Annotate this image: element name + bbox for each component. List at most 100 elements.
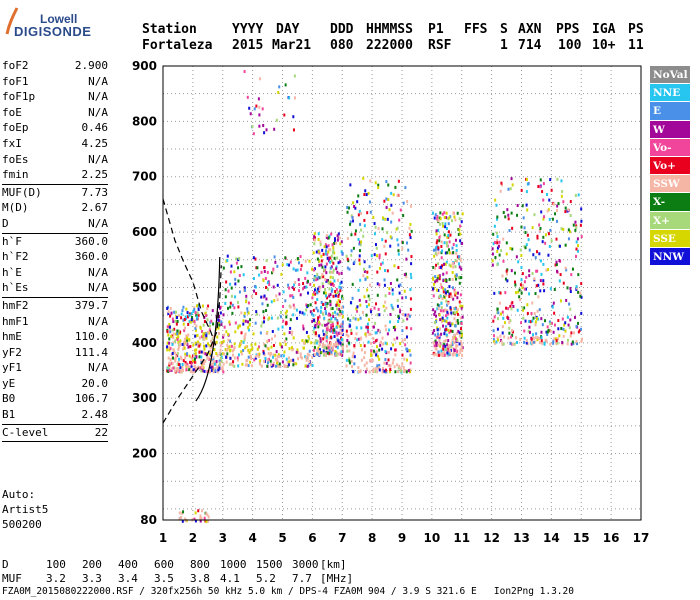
echo-point <box>354 232 357 236</box>
echo-point <box>451 277 454 281</box>
echo-point <box>370 349 373 353</box>
echo-point <box>386 217 389 221</box>
echo-point <box>199 366 202 370</box>
echo-point <box>545 233 548 237</box>
echo-point <box>405 257 408 261</box>
echo-point <box>279 342 282 346</box>
echo-point <box>188 337 191 341</box>
echo-point <box>491 263 494 267</box>
echo-point <box>229 305 232 309</box>
echo-point <box>499 189 502 193</box>
echo-point <box>178 343 181 347</box>
echo-point <box>217 332 220 336</box>
header-value-time: 222000 <box>366 38 413 53</box>
echo-point <box>288 263 291 267</box>
echo-point <box>292 267 295 271</box>
echo-point <box>363 269 366 273</box>
echo-point <box>516 340 519 344</box>
echo-point <box>234 277 237 281</box>
echo-point <box>255 292 258 296</box>
echo-point <box>455 337 458 341</box>
echo-point <box>237 353 240 357</box>
echo-point <box>170 367 173 371</box>
echo-point <box>269 359 272 363</box>
echo-point <box>508 331 511 335</box>
echo-point <box>194 360 197 364</box>
echo-point <box>295 350 298 354</box>
echo-point <box>212 360 215 364</box>
echo-point <box>337 232 340 236</box>
echo-point <box>264 344 267 348</box>
echo-point <box>531 301 534 305</box>
echo-point <box>373 306 376 310</box>
echo-point <box>558 258 561 262</box>
echo-point <box>458 265 461 269</box>
echo-point <box>299 267 302 271</box>
echo-point <box>243 338 246 342</box>
echo-point <box>436 278 439 282</box>
echo-point <box>285 357 288 361</box>
echo-point <box>360 228 363 232</box>
echo-point <box>279 364 282 368</box>
echo-point <box>176 329 179 333</box>
echo-point <box>455 251 458 255</box>
echo-point <box>247 320 250 324</box>
echo-point <box>367 294 370 298</box>
echo-point <box>454 258 457 262</box>
echo-point <box>341 326 344 330</box>
x-tick-label: 5 <box>278 531 286 545</box>
echo-point <box>359 369 362 373</box>
param-row: MUF(D) 7.73 <box>2 185 108 201</box>
echo-point <box>511 183 514 187</box>
echo-point <box>291 330 294 334</box>
echo-point <box>328 347 331 351</box>
echo-point <box>536 309 539 313</box>
echo-point <box>319 340 322 344</box>
echo-point <box>255 353 258 357</box>
echo-point <box>574 193 577 197</box>
echo-point <box>207 342 210 346</box>
echo-point <box>254 342 257 346</box>
profile-curves <box>162 198 222 424</box>
echo-point <box>454 238 457 242</box>
echo-point <box>576 342 579 346</box>
echo-point <box>268 338 271 342</box>
echo-point <box>316 309 319 313</box>
echo-point <box>440 251 443 255</box>
echo-point <box>273 334 276 338</box>
echo-point <box>444 222 447 226</box>
echo-point <box>493 291 496 295</box>
echo-point <box>206 513 209 517</box>
echo-point <box>460 343 463 347</box>
echo-point <box>175 367 178 371</box>
echo-point <box>359 344 362 348</box>
echo-point <box>194 519 197 523</box>
echo-point <box>455 273 458 277</box>
echo-point <box>375 350 378 354</box>
echo-point <box>460 327 463 331</box>
echo-point <box>182 322 185 326</box>
echo-point <box>172 320 175 324</box>
echo-point <box>378 283 381 287</box>
echo-point <box>203 361 206 365</box>
echo-point <box>498 291 501 295</box>
echo-point <box>495 340 498 344</box>
echo-point <box>541 341 544 345</box>
echo-point <box>520 254 523 258</box>
echo-point <box>301 339 304 343</box>
echo-point <box>456 308 459 312</box>
echo-point <box>458 331 461 335</box>
echo-point <box>324 252 327 256</box>
echo-point <box>323 316 326 320</box>
echo-point <box>447 302 450 306</box>
echo-point <box>566 342 569 346</box>
echo-point <box>350 359 353 363</box>
echo-point <box>301 311 304 315</box>
echo-point <box>445 227 448 231</box>
header-label-ffs: FFS <box>464 22 488 37</box>
echo-point <box>500 249 503 253</box>
echo-point <box>340 323 343 327</box>
echo-point <box>316 257 319 261</box>
echo-point <box>459 348 462 352</box>
echo-point <box>443 350 446 354</box>
